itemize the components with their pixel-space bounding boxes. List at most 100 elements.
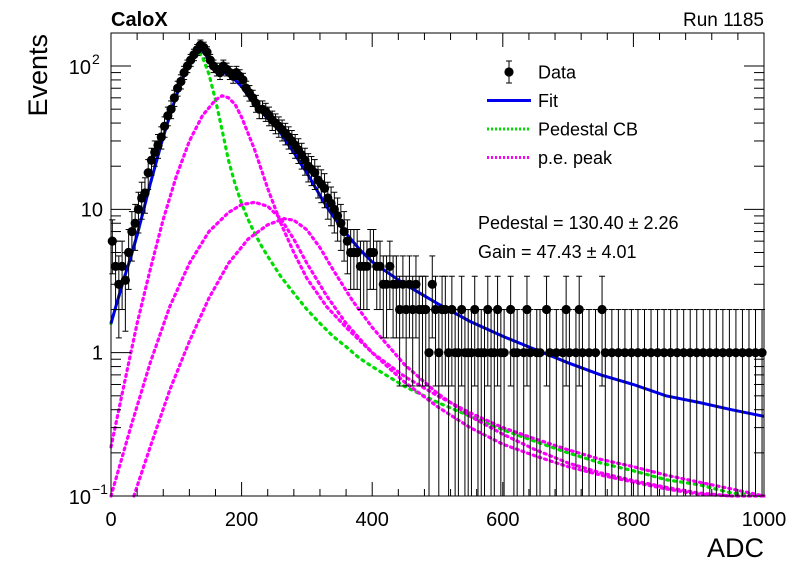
- x-tick-label: 600: [486, 509, 519, 531]
- pe-peak-curve-1: [109, 94, 766, 498]
- x-axis-ticks: 0 200 400 600 800 1000: [105, 33, 786, 531]
- data-point: [492, 304, 503, 315]
- data-point: [571, 348, 581, 358]
- data-point: [434, 348, 444, 358]
- data-point: [457, 304, 467, 315]
- data-point: [159, 121, 170, 131]
- x-tick-label: 1000: [742, 509, 787, 531]
- data-point: [600, 348, 610, 358]
- y-tick-label: 10: [81, 199, 103, 221]
- y-tick-label: 10: [69, 57, 91, 79]
- data-point: [483, 304, 493, 315]
- x-tick-label: 800: [617, 509, 650, 531]
- data-point: [489, 348, 499, 358]
- data-point: [519, 348, 529, 358]
- legend-label: Fit: [538, 91, 558, 111]
- data-point: [561, 304, 571, 315]
- data-point: [731, 348, 741, 358]
- data-point: [506, 304, 516, 315]
- data-point: [590, 348, 601, 358]
- y-tick-exponent: 2: [92, 51, 100, 67]
- data-point: [368, 247, 379, 258]
- pe-peak-curve-3: [132, 217, 766, 498]
- data-point: [646, 348, 656, 358]
- data-point: [558, 348, 568, 358]
- data-point: [238, 75, 248, 85]
- chart-title-left: CaloX: [111, 9, 168, 31]
- data-point: [698, 348, 708, 358]
- data-point: [512, 348, 522, 358]
- data-point: [672, 348, 682, 358]
- data-point: [613, 348, 623, 358]
- data-point: [633, 348, 643, 358]
- annotation-pedestal: Pedestal = 130.40 ± 2.26: [478, 213, 679, 233]
- data-point: [401, 304, 411, 315]
- data-point: [430, 304, 441, 315]
- data-point: [626, 348, 637, 358]
- data-point: [444, 348, 454, 358]
- data-point: [541, 304, 552, 315]
- data-point: [718, 348, 728, 358]
- y-tick-exponent: −1: [92, 481, 108, 497]
- data-point: [375, 261, 385, 271]
- y-tick-label: 10: [69, 487, 91, 509]
- x-axis-label: ADC: [707, 533, 764, 563]
- data-point: [398, 279, 408, 289]
- data-point: [470, 304, 480, 315]
- data-point: [342, 236, 352, 246]
- annotation-gain: Gain = 47.43 ± 4.01: [478, 242, 637, 262]
- data-point: [411, 279, 421, 289]
- data-point: [127, 226, 137, 237]
- data-point: [551, 348, 561, 358]
- data-point: [395, 304, 405, 315]
- data-point: [424, 348, 434, 358]
- x-tick-label: 200: [225, 509, 258, 531]
- data-point: [339, 226, 349, 237]
- legend-marker: [504, 67, 514, 77]
- data-point: [124, 247, 134, 258]
- pe-peak-curve-2: [109, 200, 733, 498]
- data-point: [711, 348, 721, 358]
- data-point: [525, 348, 535, 358]
- data-point: [564, 348, 575, 358]
- data-point: [336, 218, 346, 228]
- legend: Data Fit Pedestal CB p.e. peak: [487, 60, 638, 168]
- y-tick-label: 1: [92, 343, 103, 365]
- data-point: [737, 348, 748, 358]
- data-point: [408, 304, 418, 315]
- legend-label: p.e. peak: [538, 148, 613, 168]
- data-point: [133, 204, 144, 214]
- data-point: [453, 348, 463, 358]
- data-point: [685, 348, 695, 358]
- data-point: [692, 348, 702, 358]
- data-point: [404, 279, 415, 289]
- data-point: [639, 348, 650, 358]
- data-point: [652, 348, 663, 358]
- data-point: [117, 261, 127, 271]
- data-point: [319, 183, 330, 194]
- data-point: [352, 247, 362, 258]
- data-point: [332, 211, 343, 221]
- data-point: [421, 304, 431, 315]
- data-point: [545, 348, 555, 358]
- data-point: [381, 279, 392, 289]
- data-point: [724, 348, 734, 358]
- data-point: [597, 304, 607, 315]
- data-point: [522, 304, 532, 315]
- data-points: [107, 39, 767, 496]
- data-point: [385, 261, 395, 271]
- x-tick-label: 400: [356, 509, 389, 531]
- data-point: [130, 218, 140, 228]
- data-point: [146, 155, 157, 165]
- plot-frame: [110, 32, 765, 497]
- data-point: [535, 348, 545, 358]
- data-point: [156, 132, 166, 142]
- data-point: [362, 261, 372, 271]
- data-point: [466, 348, 477, 358]
- data-point: [391, 279, 401, 289]
- data-point: [666, 348, 676, 358]
- data-point: [584, 348, 594, 358]
- data-point: [447, 304, 457, 315]
